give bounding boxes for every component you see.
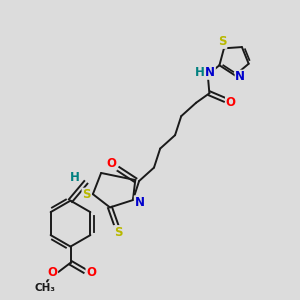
Text: CH₃: CH₃ bbox=[35, 283, 56, 293]
Text: S: S bbox=[82, 188, 91, 201]
Text: O: O bbox=[86, 266, 96, 279]
Text: N: N bbox=[235, 70, 245, 83]
Text: S: S bbox=[114, 226, 122, 238]
Text: N: N bbox=[134, 196, 144, 209]
Text: O: O bbox=[107, 157, 117, 170]
Text: O: O bbox=[47, 266, 58, 279]
Text: O: O bbox=[226, 96, 236, 109]
Text: H: H bbox=[195, 66, 205, 79]
Text: N: N bbox=[205, 66, 215, 79]
Text: S: S bbox=[218, 35, 227, 48]
Text: H: H bbox=[70, 171, 80, 184]
